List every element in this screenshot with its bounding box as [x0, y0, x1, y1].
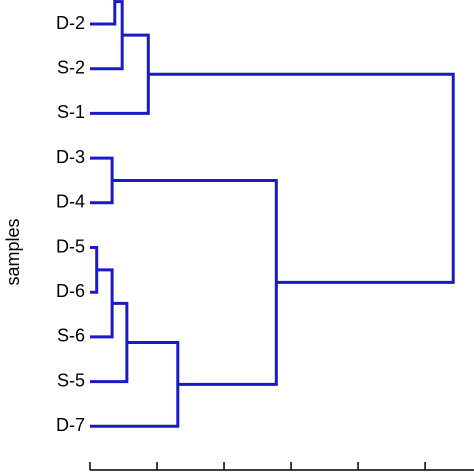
- leaf-label: D-2: [56, 13, 85, 33]
- link: [90, 156, 114, 205]
- leaf-label: S-1: [57, 102, 85, 122]
- link: [148, 72, 455, 284]
- link: [112, 178, 278, 386]
- link: [90, 268, 114, 339]
- link: [90, 33, 150, 115]
- leaf-label: D-6: [56, 281, 85, 301]
- y-axis-label: samples: [3, 218, 23, 285]
- leaf-label: D-4: [56, 192, 85, 212]
- link: [90, 0, 117, 26]
- leaf-label: S-5: [57, 370, 85, 390]
- leaf-label: D-3: [56, 147, 85, 167]
- leaf-label: S-6: [57, 326, 85, 346]
- link: [90, 0, 124, 71]
- leaf-label: D-7: [56, 415, 85, 435]
- leaf-label: D-5: [56, 236, 85, 256]
- link: [90, 301, 129, 384]
- leaf-label: S-2: [57, 57, 85, 77]
- link: [90, 340, 180, 428]
- link: [90, 246, 99, 294]
